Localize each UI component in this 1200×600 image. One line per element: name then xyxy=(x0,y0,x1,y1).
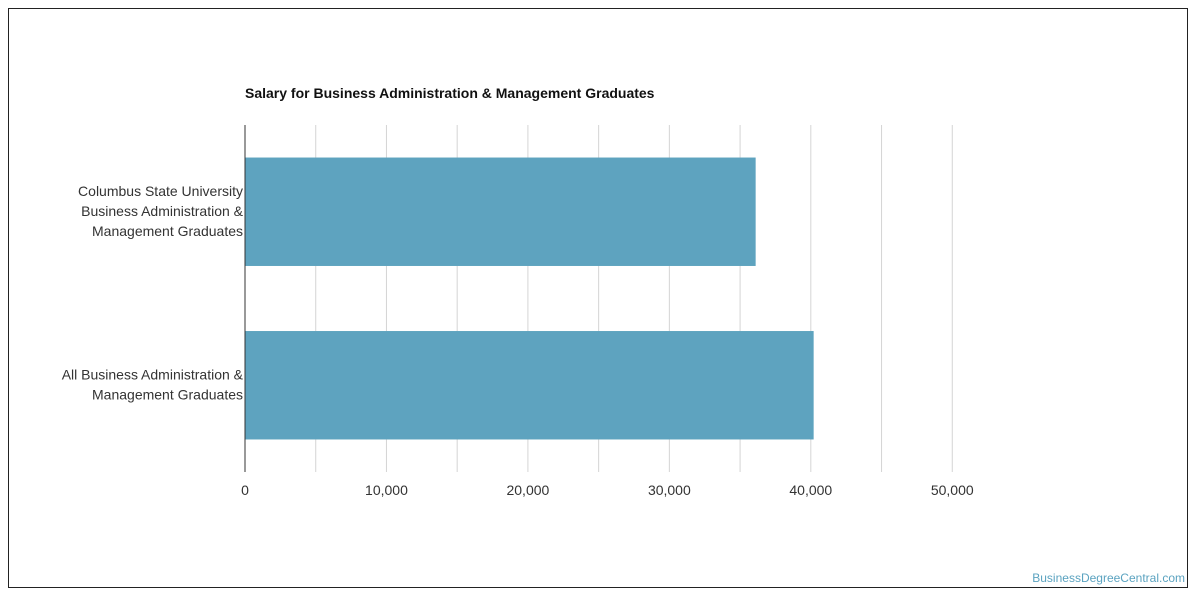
watermark[interactable]: BusinessDegreeCentral.com xyxy=(1032,571,1185,585)
chart-frame xyxy=(8,8,1188,588)
category-label-line: Management Graduates xyxy=(92,222,243,238)
category-label: All Business Administration & Management … xyxy=(62,366,244,402)
x-tick-label: 30,000 xyxy=(648,482,691,498)
category-label-line: Business Administration & xyxy=(81,202,244,218)
x-tick-label: 50,000 xyxy=(931,482,974,498)
category-label-line: Columbus State University xyxy=(78,182,243,198)
x-tick-label: 40,000 xyxy=(789,482,832,498)
chart-title: Salary for Business Administration & Man… xyxy=(245,85,655,101)
labels: Columbus State University Business Admini… xyxy=(62,182,974,498)
category-label-line: All Business Administration & xyxy=(62,366,244,382)
category-label: Columbus State University Business Admini… xyxy=(78,182,244,238)
category-label-line: Management Graduates xyxy=(92,386,243,402)
bar xyxy=(245,331,814,440)
x-tick-label: 10,000 xyxy=(365,482,408,498)
bars xyxy=(245,157,814,440)
x-tick-label: 20,000 xyxy=(506,482,549,498)
bar xyxy=(245,157,756,266)
x-tick-label: 0 xyxy=(241,482,249,498)
